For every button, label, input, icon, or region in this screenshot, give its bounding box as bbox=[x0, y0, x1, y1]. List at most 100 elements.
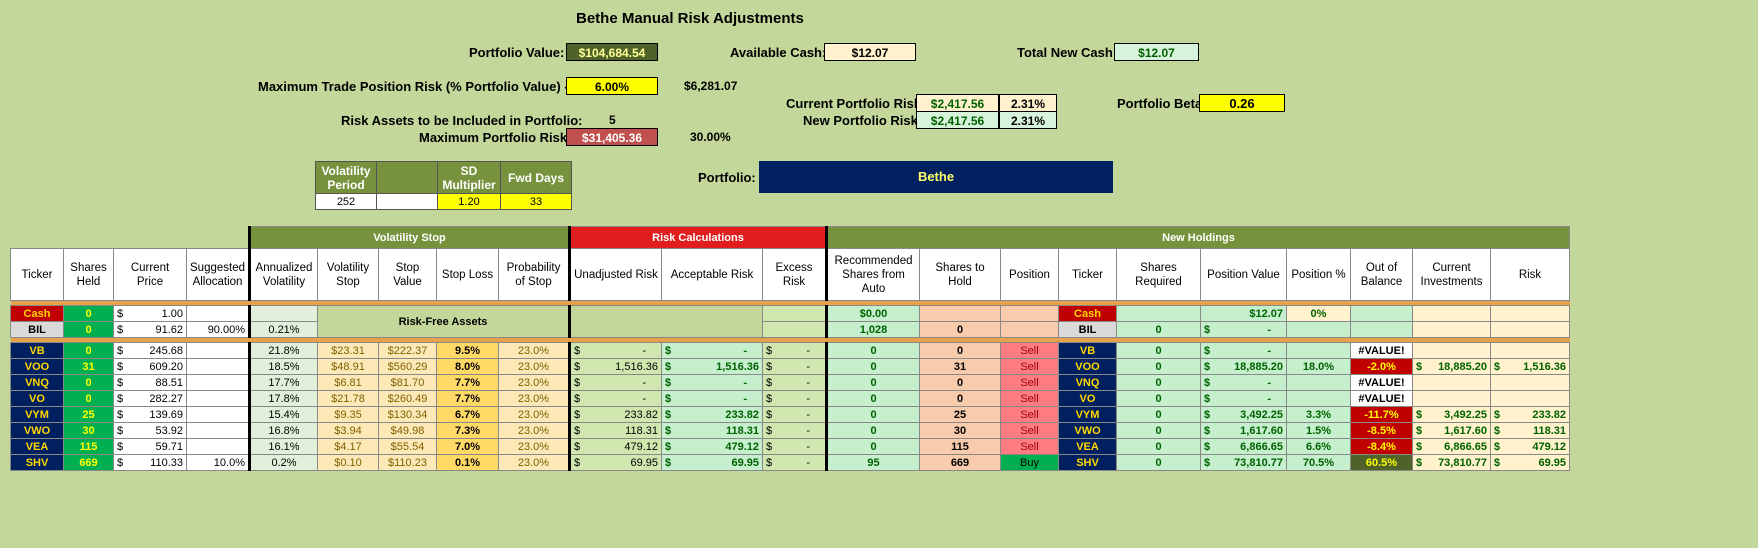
price-cell: $139.69 bbox=[113, 406, 187, 423]
shares-held-cell[interactable]: 31 bbox=[63, 358, 114, 375]
shares-held-cell[interactable]: 25 bbox=[63, 406, 114, 423]
acceptable-risk-cell: $ - bbox=[661, 374, 763, 391]
risk-assets-label: Risk Assets to be Included in Portfolio: bbox=[341, 113, 583, 128]
stop-loss-cell: 7.0% bbox=[436, 438, 499, 455]
max-portfolio-risk-amt: $31,405.36 bbox=[566, 128, 658, 146]
shares-held-cell[interactable]: 0 bbox=[63, 390, 114, 407]
position-pct-cell: 1.5% bbox=[1286, 422, 1351, 439]
unadjusted-risk-cell: $1,516.36 bbox=[569, 358, 662, 375]
shares-held-cell[interactable]: 0 bbox=[63, 342, 114, 359]
stop-value-cell: $222.37 bbox=[378, 342, 437, 359]
risk-cell bbox=[1490, 390, 1570, 407]
allocation-cell[interactable] bbox=[186, 422, 250, 439]
current-investments-cell bbox=[1412, 342, 1491, 359]
acceptable-risk-cell: $69.95 bbox=[661, 454, 763, 471]
price-cell: $53.92 bbox=[113, 422, 187, 439]
acceptable-risk-cell: $479.12 bbox=[661, 438, 763, 455]
new-ticker-cell: VYM bbox=[1058, 406, 1117, 423]
stop-value-cell: $260.49 bbox=[378, 390, 437, 407]
shares-held-cell[interactable]: 0 bbox=[63, 374, 114, 391]
allocation-cell[interactable] bbox=[186, 390, 250, 407]
shares-to-hold-cell[interactable]: 0 bbox=[919, 342, 1001, 359]
allocation-cell[interactable]: 90.00% bbox=[186, 321, 250, 338]
volatility-cell: 16.8% bbox=[248, 422, 318, 439]
volatility-stop-cell: $6.81 bbox=[317, 374, 379, 391]
new-ticker-cell: Cash bbox=[1058, 305, 1117, 322]
excess-risk-cell: $ - bbox=[762, 374, 827, 391]
shares-held-cell[interactable]: 30 bbox=[63, 422, 114, 439]
max-trade-risk-pct[interactable]: 6.00% bbox=[566, 77, 658, 95]
excess-risk-cell: $ - bbox=[762, 342, 827, 359]
position-value-cell: $18,885.20 bbox=[1200, 358, 1287, 375]
out-of-balance-cell: -11.7% bbox=[1350, 406, 1413, 423]
volatility-cell: 16.1% bbox=[248, 438, 318, 455]
sd-multiplier-input[interactable]: 1.20 bbox=[437, 193, 501, 210]
shares-to-hold-cell[interactable]: 31 bbox=[919, 358, 1001, 375]
header-risk: Risk bbox=[1490, 248, 1570, 301]
acceptable-risk-cell: $ - bbox=[661, 342, 763, 359]
header-probability-of-stop: Probability of Stop bbox=[498, 248, 571, 301]
portfolio-name[interactable]: Bethe bbox=[759, 161, 1113, 193]
allocation-cell[interactable] bbox=[186, 358, 250, 375]
rec-shares-cell: $0.00 bbox=[825, 305, 920, 322]
header-current-investments: Current Investments bbox=[1412, 248, 1491, 301]
portfolio-value[interactable]: $104,684.54 bbox=[566, 43, 658, 61]
ticker-cell: VEA bbox=[10, 438, 64, 455]
unadjusted-risk-cell: $ - bbox=[569, 390, 662, 407]
asset-row: VB 0 $245.68 21.8% $23.31 $222.37 9.5% 23.0% $ - $… bbox=[10, 342, 1570, 359]
shares-held-cell[interactable]: 115 bbox=[63, 438, 114, 455]
shares-held-cell[interactable]: 0 bbox=[63, 305, 114, 322]
allocation-cell[interactable] bbox=[186, 438, 250, 455]
header-position: Position bbox=[1000, 248, 1059, 301]
allocation-cell[interactable] bbox=[186, 374, 250, 391]
new-ticker-cell: VB bbox=[1058, 342, 1117, 359]
new-risk-label: New Portfolio Risk: bbox=[803, 113, 923, 128]
position-value-cell: $73,810.77 bbox=[1200, 454, 1287, 471]
acceptable-risk-cell: $233.82 bbox=[661, 406, 763, 423]
risk-cell bbox=[1490, 342, 1570, 359]
shares-to-hold-cell[interactable]: 669 bbox=[919, 454, 1001, 471]
stop-loss-cell: 7.3% bbox=[436, 422, 499, 439]
shares-to-hold-cell[interactable]: 30 bbox=[919, 422, 1001, 439]
rec-shares-cell: 0 bbox=[825, 342, 920, 359]
section-volatility-stop: Volatility Stop bbox=[248, 226, 571, 249]
current-investments-cell: $18,885.20 bbox=[1412, 358, 1491, 375]
shares-to-hold-cell[interactable]: 0 bbox=[919, 374, 1001, 391]
position-pct-cell bbox=[1286, 374, 1351, 391]
new-ticker-cell: SHV bbox=[1058, 454, 1117, 471]
shares-required-cell: 0 bbox=[1116, 422, 1201, 439]
shares-required-cell: 0 bbox=[1116, 358, 1201, 375]
ticker-cell: SHV bbox=[10, 454, 64, 471]
asset-row: VO 0 $282.27 17.8% $21.78 $260.49 7.7% 23.0% $ - $… bbox=[10, 390, 1570, 407]
shares-required-cell: 0 bbox=[1116, 342, 1201, 359]
unadjusted-risk-cell: $233.82 bbox=[569, 406, 662, 423]
acceptable-risk-cell: $ - bbox=[661, 390, 763, 407]
fwd-days-input[interactable]: 33 bbox=[500, 193, 572, 210]
vol-period-input[interactable]: 252 bbox=[315, 193, 377, 210]
shares-held-cell[interactable]: 0 bbox=[63, 321, 114, 338]
total-new-cash[interactable]: $12.07 bbox=[1114, 43, 1199, 61]
position-pct-cell bbox=[1286, 390, 1351, 407]
ticker-cell: VO bbox=[10, 390, 64, 407]
current-investments-cell: $1,617.60 bbox=[1412, 422, 1491, 439]
allocation-cell[interactable]: 10.0% bbox=[186, 454, 250, 471]
rec-shares-cell: 0 bbox=[825, 438, 920, 455]
risk-assets-value[interactable]: 5 bbox=[609, 113, 616, 127]
position-value-cell: - bbox=[1267, 323, 1271, 336]
position-value-cell: $6,866.65 bbox=[1200, 438, 1287, 455]
allocation-cell[interactable] bbox=[186, 342, 250, 359]
header-stop-loss: Stop Loss bbox=[436, 248, 499, 301]
shares-to-hold-cell[interactable]: 115 bbox=[919, 438, 1001, 455]
blank-header bbox=[376, 161, 438, 194]
shares-to-hold-cell[interactable]: 0 bbox=[919, 390, 1001, 407]
available-cash[interactable]: $12.07 bbox=[824, 43, 916, 61]
allocation-cell[interactable] bbox=[186, 406, 250, 423]
header-acceptable-risk: Acceptable Risk bbox=[661, 248, 763, 301]
shares-held-cell[interactable]: 669 bbox=[63, 454, 114, 471]
position-pct-cell: 0% bbox=[1286, 305, 1351, 322]
rec-shares-cell: 0 bbox=[825, 374, 920, 391]
max-trade-risk-amt: $6,281.07 bbox=[684, 79, 738, 93]
current-risk-pct: 2.31% bbox=[999, 94, 1057, 112]
shares-to-hold-cell[interactable]: 25 bbox=[919, 406, 1001, 423]
stop-loss-cell: 8.0% bbox=[436, 358, 499, 375]
